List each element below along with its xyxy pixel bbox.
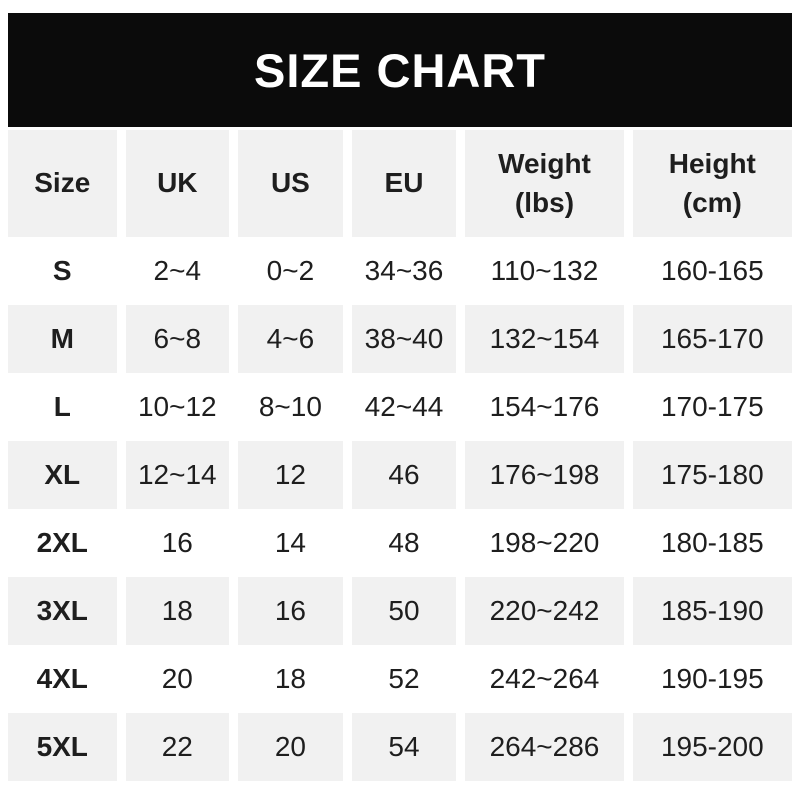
cell-size: 4XL xyxy=(8,645,117,713)
cell-weight: 176~198 xyxy=(465,441,624,509)
cell-height: 180-185 xyxy=(632,509,792,577)
cell-us: 14 xyxy=(238,509,343,577)
cell-eu: 42~44 xyxy=(351,373,457,441)
column-header-label: Height xyxy=(668,147,756,179)
column-header-label: EU xyxy=(384,167,424,199)
table-row-4xl: 4XL 20 18 52 242~264 190-195 xyxy=(8,645,792,713)
cell-weight: 132~154 xyxy=(465,305,624,373)
cell-us: 16 xyxy=(238,577,343,645)
cell-height: 175-180 xyxy=(632,441,792,509)
column-header-label: US xyxy=(270,167,310,199)
cell-weight: 154~176 xyxy=(465,373,624,441)
column-header-uk: UK xyxy=(125,130,230,237)
cell-size: XL xyxy=(8,441,117,509)
cell-eu: 52 xyxy=(351,645,457,713)
cell-us: 0~2 xyxy=(238,237,343,305)
column-header-label: Weight xyxy=(498,147,591,179)
column-header-us: US xyxy=(238,130,343,237)
table-row-5xl: 5XL 22 20 54 264~286 195-200 xyxy=(8,713,792,781)
cell-height: 185-190 xyxy=(632,577,792,645)
table-row-3xl: 3XL 18 16 50 220~242 185-190 xyxy=(8,577,792,645)
cell-us: 4~6 xyxy=(238,305,343,373)
cell-uk: 16 xyxy=(125,509,230,577)
column-header-eu: EU xyxy=(351,130,457,237)
cell-size: 5XL xyxy=(8,713,117,781)
table-row-s: S 2~4 0~2 34~36 110~132 160-165 xyxy=(8,237,792,305)
cell-us: 20 xyxy=(238,713,343,781)
cell-uk: 6~8 xyxy=(125,305,230,373)
cell-weight: 264~286 xyxy=(465,713,624,781)
cell-height: 190-195 xyxy=(632,645,792,713)
cell-eu: 54 xyxy=(351,713,457,781)
cell-uk: 20 xyxy=(125,645,230,713)
cell-eu: 38~40 xyxy=(351,305,457,373)
cell-size: M xyxy=(8,305,117,373)
cell-eu: 50 xyxy=(351,577,457,645)
table-row-2xl: 2XL 16 14 48 198~220 180-185 xyxy=(8,509,792,577)
column-header-label: UK xyxy=(157,167,198,199)
cell-weight: 220~242 xyxy=(465,577,624,645)
cell-us: 8~10 xyxy=(238,373,343,441)
cell-eu: 46 xyxy=(351,441,457,509)
cell-us: 18 xyxy=(238,645,343,713)
column-header-size: Size xyxy=(8,130,117,237)
cell-weight: 242~264 xyxy=(465,645,624,713)
table-header-row: Size UK US EU Weight (lbs) Height (cm) xyxy=(8,130,792,237)
cell-size: S xyxy=(8,237,117,305)
column-header-label: (cm) xyxy=(682,186,742,218)
table-row-l: L 10~12 8~10 42~44 154~176 170-175 xyxy=(8,373,792,441)
cell-uk: 22 xyxy=(125,713,230,781)
page-title: SIZE CHART xyxy=(254,43,546,97)
cell-height: 170-175 xyxy=(632,373,792,441)
size-chart-table: Size UK US EU Weight (lbs) Height (cm) xyxy=(8,130,792,781)
column-header-weight: Weight (lbs) xyxy=(465,130,624,237)
cell-size: L xyxy=(8,373,117,441)
cell-weight: 198~220 xyxy=(465,509,624,577)
cell-height: 165-170 xyxy=(632,305,792,373)
cell-height: 160-165 xyxy=(632,237,792,305)
column-header-height: Height (cm) xyxy=(632,130,792,237)
column-header-label: (lbs) xyxy=(514,186,575,218)
cell-size: 2XL xyxy=(8,509,117,577)
size-chart-banner: SIZE CHART xyxy=(8,13,792,127)
cell-uk: 2~4 xyxy=(125,237,230,305)
table-row-m: M 6~8 4~6 38~40 132~154 165-170 xyxy=(8,305,792,373)
cell-eu: 48 xyxy=(351,509,457,577)
cell-us: 12 xyxy=(238,441,343,509)
cell-uk: 12~14 xyxy=(125,441,230,509)
cell-weight: 110~132 xyxy=(465,237,624,305)
cell-eu: 34~36 xyxy=(351,237,457,305)
cell-uk: 10~12 xyxy=(125,373,230,441)
cell-uk: 18 xyxy=(125,577,230,645)
table-row-xl: XL 12~14 12 46 176~198 175-180 xyxy=(8,441,792,509)
column-header-label: Size xyxy=(34,167,91,199)
cell-size: 3XL xyxy=(8,577,117,645)
cell-height: 195-200 xyxy=(632,713,792,781)
